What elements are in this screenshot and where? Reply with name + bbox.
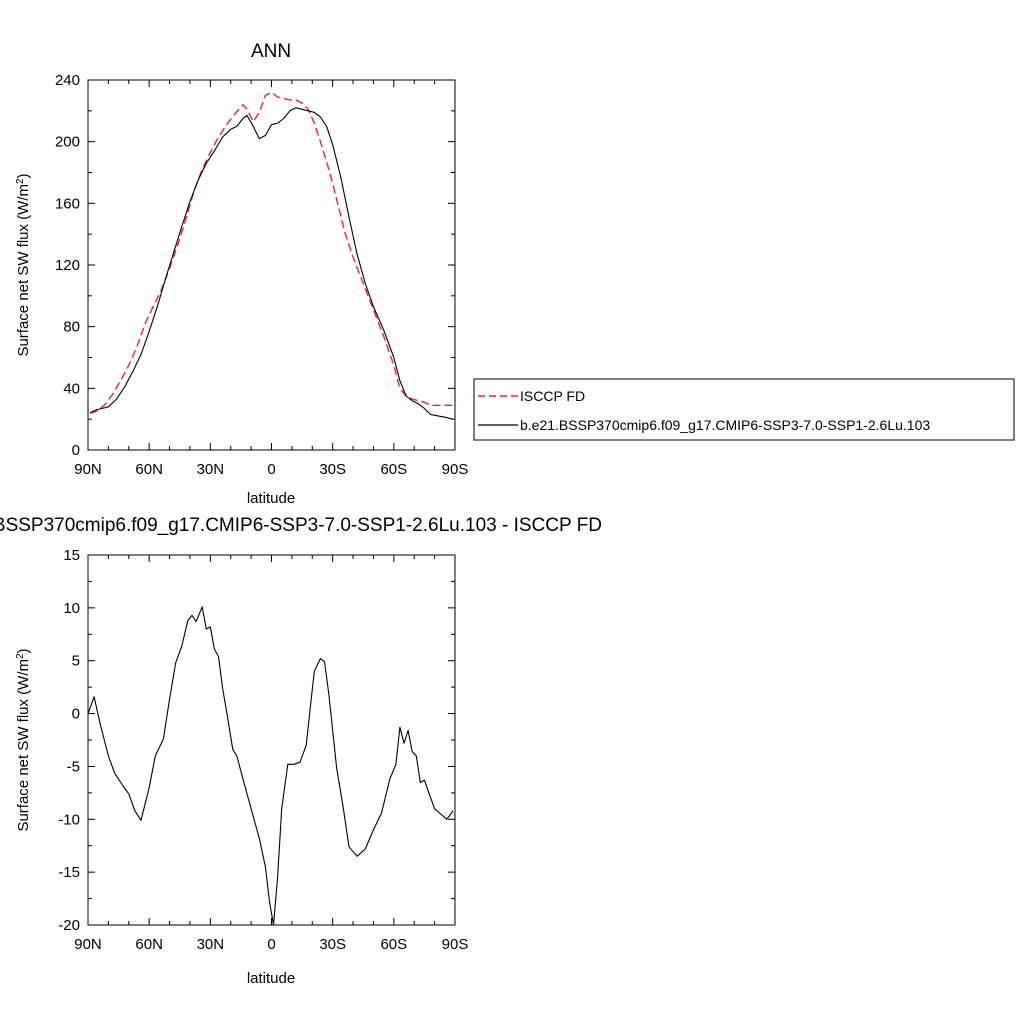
legend-box	[473, 378, 1015, 441]
top-y-axis-label-main: Surface net SW flux (W/m	[15, 184, 32, 357]
bottom-y-tick-label: -20	[58, 917, 80, 934]
top-y-tick-label: 120	[55, 257, 80, 274]
top-y-tick-label: 40	[63, 380, 80, 397]
bottom-panel: b.e21.BSSP370cmip6.f09_g17.CMIP6-SSP3-7.…	[0, 515, 602, 987]
bottom-y-tick-label: -15	[58, 864, 80, 881]
bottom-y-axis-label: Surface net SW flux (W/m2)	[15, 648, 33, 831]
bottom-x-tick-label: 60S	[380, 936, 407, 953]
bottom-y-tick-label: -10	[58, 811, 80, 828]
top-model-series-line	[89, 107, 454, 420]
bottom-y-tick-label: 5	[72, 653, 80, 670]
bottom-plot-area: -20 -15 -10 -5 0 5 10 15 90N 60N 30N 0 30S 60S 90S	[58, 547, 468, 953]
bottom-y-tick-label: 0	[72, 706, 80, 723]
legend: ISCCP FD b.e21.BSSP370cmip6.f09_g17.CMIP…	[473, 378, 1015, 441]
top-x-tick-label: 90S	[442, 461, 469, 478]
bottom-x-axis-label: latitude	[247, 970, 295, 987]
top-y-tick-label: 200	[55, 134, 80, 151]
top-y-tick-label: 160	[55, 195, 80, 212]
top-x-tick-label: 60N	[135, 461, 163, 478]
top-chart-title: ANN	[251, 41, 291, 62]
top-x-axis-label: latitude	[247, 490, 295, 507]
bottom-y-tick-label: 10	[63, 600, 80, 617]
top-plot-frame	[87, 79, 456, 451]
legend-label-obs: ISCCP FD	[520, 388, 585, 404]
top-y-tick-label: 240	[55, 72, 80, 89]
top-x-tick-label: 30S	[319, 461, 346, 478]
bottom-model-series-line	[87, 606, 454, 926]
bottom-x-tick-label: 90N	[74, 936, 102, 953]
bottom-x-tick-label: 30S	[319, 936, 346, 953]
bottom-x-tick-label: 30N	[197, 936, 225, 953]
top-x-tick-label: 60S	[380, 461, 407, 478]
bottom-y-axis-label-end: )	[15, 648, 32, 653]
top-y-axis-label-end: )	[15, 173, 32, 178]
top-x-tick-label: 90N	[74, 461, 102, 478]
bottom-y-tick-label: 15	[63, 547, 80, 564]
top-obs-series-line	[89, 91, 453, 414]
top-y-tick-label: 0	[72, 442, 80, 459]
bottom-plot-frame	[87, 554, 456, 926]
top-y-axis-label-sup: 2	[15, 178, 26, 184]
bottom-x-tick-label: 60N	[135, 936, 163, 953]
bottom-y-tick-label: -5	[67, 758, 80, 775]
top-x-tick-label: 0	[267, 461, 275, 478]
top-y-tick-label: 80	[63, 319, 80, 336]
top-panel: ANN 0 40 80 120 160 200 240 90N 60N 30N 0 30S 60S 90S…	[15, 41, 469, 507]
top-y-axis-label: Surface net SW flux (W/m2)	[15, 173, 33, 356]
top-plot-area: 0 40 80 120 160 200 240 90N 60N 30N 0 30S 60S 90S	[55, 72, 468, 478]
top-x-tick-label: 30N	[197, 461, 225, 478]
bottom-y-axis-label-sup: 2	[15, 653, 26, 659]
bottom-chart-title: b.e21.BSSP370cmip6.f09_g17.CMIP6-SSP3-7.…	[0, 515, 602, 536]
legend-label-model: b.e21.BSSP370cmip6.f09_g17.CMIP6-SSP3-7.…	[520, 417, 930, 433]
bottom-x-tick-label: 90S	[442, 936, 469, 953]
bottom-x-tick-label: 0	[267, 936, 275, 953]
bottom-y-axis-label-main: Surface net SW flux (W/m	[15, 659, 32, 832]
